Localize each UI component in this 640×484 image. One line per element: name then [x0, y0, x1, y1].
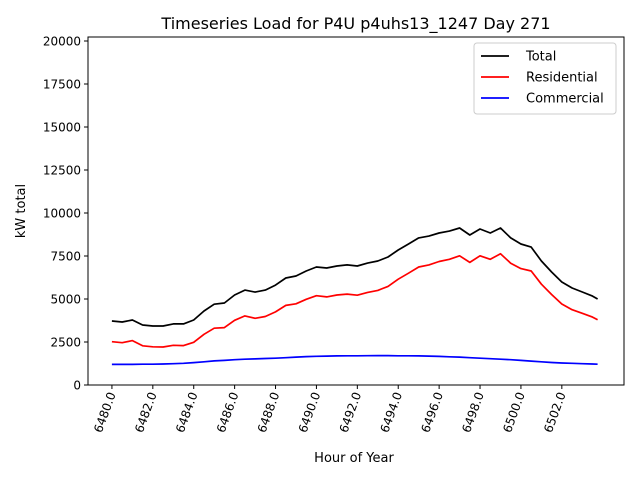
series-line-commercial	[111, 354, 598, 366]
y-tick-label: 20000	[43, 35, 81, 49]
x-tick-label: 6494.0	[378, 390, 406, 434]
x-tick-label: 6480.0	[91, 390, 119, 434]
x-tick-label: 6500.0	[500, 390, 528, 434]
y-tick-label: 15000	[43, 121, 81, 135]
legend-label: Total	[525, 50, 556, 65]
y-tick-label: 10000	[43, 207, 81, 221]
x-axis-label: Hour of Year	[314, 451, 394, 466]
x-tick-label: 6502.0	[541, 390, 569, 434]
y-tick-label: 17500	[43, 78, 81, 92]
y-tick-label: 0	[73, 379, 81, 393]
x-tick-label: 6488.0	[255, 390, 283, 434]
x-tick-label: 6498.0	[459, 390, 487, 434]
x-tick-label: 6496.0	[418, 390, 446, 434]
x-tick-label: 6486.0	[214, 390, 242, 434]
y-axis-label: kW total	[14, 184, 29, 238]
y-tick-label: 5000	[50, 293, 81, 307]
x-tick-label: 6490.0	[296, 390, 324, 434]
series-line-total	[111, 227, 599, 327]
x-tick-label: 6492.0	[337, 390, 365, 434]
plot-frame	[87, 36, 625, 386]
chart-title: Timeseries Load for P4U p4uhs13_1247 Day…	[160, 14, 550, 34]
x-tick-label: 6482.0	[132, 390, 160, 434]
series-line-residential	[111, 252, 598, 348]
legend-label: Residential	[526, 71, 598, 86]
legend-label: Commercial	[526, 92, 604, 107]
y-tick-label: 7500	[50, 250, 81, 264]
y-tick-label: 2500	[50, 336, 81, 350]
x-tick-label: 6484.0	[173, 390, 201, 434]
legend: Total Residential Commercial	[473, 42, 617, 115]
legend-frame	[473, 42, 617, 115]
y-tick-label: 12500	[43, 164, 81, 178]
